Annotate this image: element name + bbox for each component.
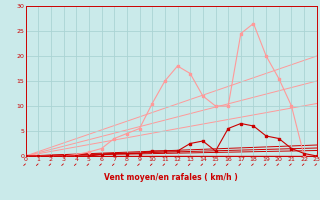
X-axis label: Vent moyen/en rafales ( km/h ): Vent moyen/en rafales ( km/h ) bbox=[104, 174, 238, 182]
